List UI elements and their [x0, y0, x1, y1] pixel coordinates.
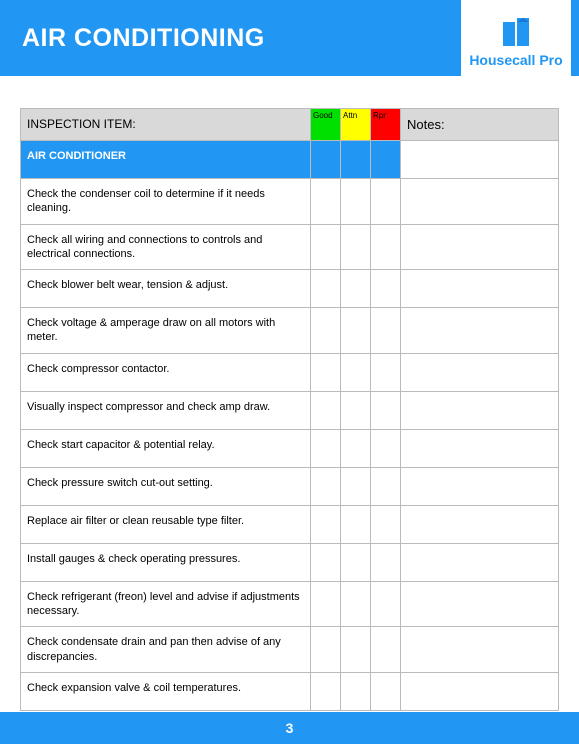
table-row: Check expansion valve & coil temperature…	[21, 672, 559, 710]
status-cell[interactable]	[311, 391, 341, 429]
status-cell[interactable]	[341, 224, 371, 270]
notes-cell[interactable]	[401, 543, 559, 581]
notes-cell[interactable]	[401, 353, 559, 391]
notes-cell[interactable]	[401, 429, 559, 467]
page-title: AIR CONDITIONING	[22, 24, 265, 53]
status-cell[interactable]	[341, 308, 371, 354]
status-cell[interactable]	[341, 270, 371, 308]
status-cell[interactable]	[311, 270, 341, 308]
inspection-item-cell: Check condensate drain and pan then advi…	[21, 627, 311, 673]
col-header-rpr: Rpr	[371, 109, 401, 141]
status-cell[interactable]	[311, 543, 341, 581]
status-cell[interactable]	[371, 672, 401, 710]
status-cell[interactable]	[311, 224, 341, 270]
notes-cell[interactable]	[401, 505, 559, 543]
section-row: AIR CONDITIONER	[21, 141, 559, 179]
notes-cell[interactable]	[401, 308, 559, 354]
table-header-row: INSPECTION ITEM: Good Attn Rpr Notes:	[21, 109, 559, 141]
house-icon	[499, 16, 533, 48]
page-footer: 3	[0, 712, 579, 744]
table-row: Visually inspect compressor and check am…	[21, 391, 559, 429]
status-cell[interactable]	[311, 672, 341, 710]
content-area: INSPECTION ITEM: Good Attn Rpr Notes: AI…	[0, 76, 579, 711]
inspection-item-cell: Check the condenser coil to determine if…	[21, 179, 311, 225]
status-cell[interactable]	[371, 179, 401, 225]
inspection-item-cell: Check compressor contactor.	[21, 353, 311, 391]
notes-cell[interactable]	[401, 391, 559, 429]
status-cell[interactable]	[311, 627, 341, 673]
table-row: Check condensate drain and pan then advi…	[21, 627, 559, 673]
table-row: Check start capacitor & potential relay.	[21, 429, 559, 467]
status-cell[interactable]	[341, 467, 371, 505]
section-cell	[371, 141, 401, 179]
notes-cell[interactable]	[401, 270, 559, 308]
table-row: Install gauges & check operating pressur…	[21, 543, 559, 581]
status-cell[interactable]	[341, 543, 371, 581]
inspection-item-cell: Check start capacitor & potential relay.	[21, 429, 311, 467]
status-cell[interactable]	[311, 505, 341, 543]
status-cell[interactable]	[311, 581, 341, 627]
status-cell[interactable]	[371, 505, 401, 543]
table-row: Check all wiring and connections to cont…	[21, 224, 559, 270]
table-row: Check pressure switch cut-out setting.	[21, 467, 559, 505]
notes-cell[interactable]	[401, 224, 559, 270]
table-row: Replace air filter or clean reusable typ…	[21, 505, 559, 543]
notes-cell[interactable]	[401, 581, 559, 627]
status-cell[interactable]	[341, 627, 371, 673]
status-cell[interactable]	[371, 467, 401, 505]
status-cell[interactable]	[371, 308, 401, 354]
status-cell[interactable]	[311, 308, 341, 354]
status-cell[interactable]	[311, 467, 341, 505]
notes-cell[interactable]	[401, 672, 559, 710]
status-cell[interactable]	[341, 391, 371, 429]
brand-name: Housecall Pro	[469, 52, 562, 68]
status-cell[interactable]	[371, 627, 401, 673]
col-header-item: INSPECTION ITEM:	[21, 109, 311, 141]
status-cell[interactable]	[311, 429, 341, 467]
table-row: Check compressor contactor.	[21, 353, 559, 391]
inspection-item-cell: Install gauges & check operating pressur…	[21, 543, 311, 581]
section-cell	[311, 141, 341, 179]
inspection-item-cell: Replace air filter or clean reusable typ…	[21, 505, 311, 543]
brand-logo: Housecall Pro	[461, 0, 571, 84]
status-cell[interactable]	[371, 391, 401, 429]
col-header-attn: Attn	[341, 109, 371, 141]
col-header-notes: Notes:	[401, 109, 559, 141]
inspection-item-cell: Visually inspect compressor and check am…	[21, 391, 311, 429]
table-row: Check blower belt wear, tension & adjust…	[21, 270, 559, 308]
section-label: AIR CONDITIONER	[21, 141, 311, 179]
table-row: Check the condenser coil to determine if…	[21, 179, 559, 225]
status-cell[interactable]	[341, 353, 371, 391]
inspection-table: INSPECTION ITEM: Good Attn Rpr Notes: AI…	[20, 108, 559, 711]
notes-cell[interactable]	[401, 467, 559, 505]
table-row: Check voltage & amperage draw on all mot…	[21, 308, 559, 354]
status-cell[interactable]	[341, 505, 371, 543]
page-number: 3	[286, 720, 294, 736]
notes-cell[interactable]	[401, 627, 559, 673]
status-cell[interactable]	[371, 429, 401, 467]
col-header-good: Good	[311, 109, 341, 141]
section-cell	[341, 141, 371, 179]
status-cell[interactable]	[371, 543, 401, 581]
inspection-item-cell: Check blower belt wear, tension & adjust…	[21, 270, 311, 308]
status-cell[interactable]	[311, 179, 341, 225]
status-cell[interactable]	[311, 353, 341, 391]
status-cell[interactable]	[341, 179, 371, 225]
inspection-item-cell: Check expansion valve & coil temperature…	[21, 672, 311, 710]
inspection-item-cell: Check voltage & amperage draw on all mot…	[21, 308, 311, 354]
inspection-item-cell: Check refrigerant (freon) level and advi…	[21, 581, 311, 627]
table-row: Check refrigerant (freon) level and advi…	[21, 581, 559, 627]
status-cell[interactable]	[371, 581, 401, 627]
status-cell[interactable]	[341, 672, 371, 710]
status-cell[interactable]	[341, 581, 371, 627]
section-cell-notes	[401, 141, 559, 179]
status-cell[interactable]	[371, 224, 401, 270]
page-header: AIR CONDITIONING Housecall Pro	[0, 0, 579, 76]
status-cell[interactable]	[371, 353, 401, 391]
notes-cell[interactable]	[401, 179, 559, 225]
inspection-item-cell: Check all wiring and connections to cont…	[21, 224, 311, 270]
status-cell[interactable]	[371, 270, 401, 308]
status-cell[interactable]	[341, 429, 371, 467]
inspection-item-cell: Check pressure switch cut-out setting.	[21, 467, 311, 505]
